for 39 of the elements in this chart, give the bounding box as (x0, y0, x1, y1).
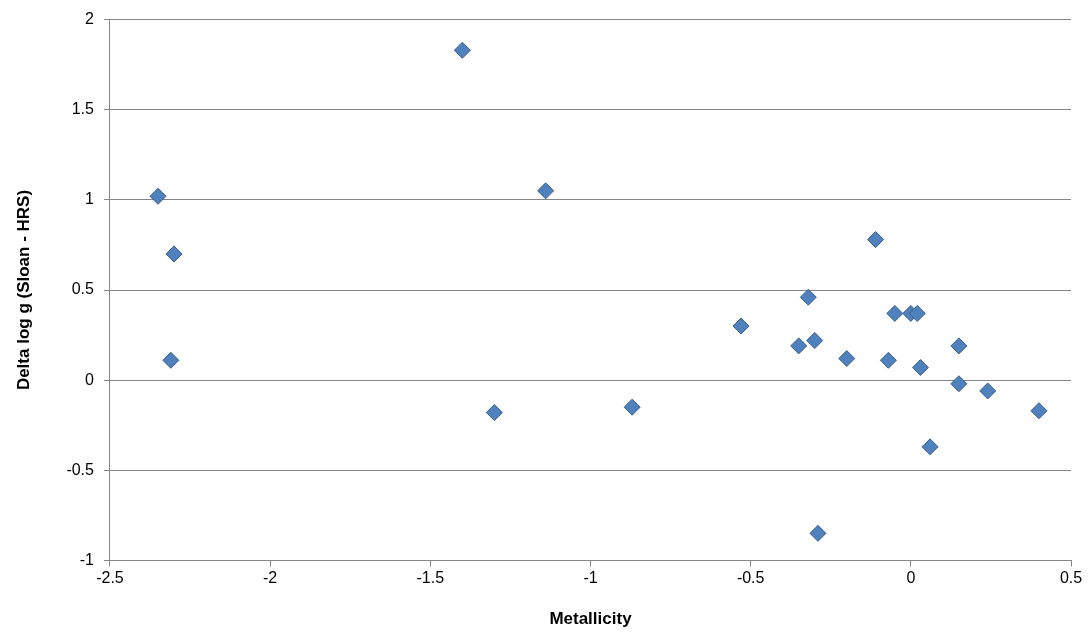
point (921, 438, 939, 456)
y-tick-label: 1.5 (71, 100, 95, 118)
point (485, 404, 503, 422)
x-axis-title: Metallicity (549, 609, 633, 629)
x-tick-label: -1 (583, 569, 598, 587)
x-tick-label: -1.5 (416, 569, 445, 587)
y-axis-title: Delta log g (Sloan - HRS) (13, 189, 33, 391)
x-tick-label: 0 (906, 569, 916, 587)
point (809, 524, 827, 542)
point (149, 187, 167, 205)
point (790, 337, 808, 355)
y-tick-label: -1 (79, 550, 95, 568)
x-tick-label: -0.5 (736, 569, 765, 587)
point (950, 375, 968, 393)
point (165, 245, 183, 263)
point (799, 288, 817, 306)
point (908, 304, 926, 322)
point (979, 382, 997, 400)
y-tick-label: 1 (85, 190, 95, 208)
point (623, 398, 641, 416)
point (453, 41, 471, 59)
point (911, 359, 929, 377)
point (838, 350, 856, 367)
point (879, 351, 897, 369)
point (1030, 402, 1048, 420)
point (806, 331, 824, 349)
x-tick-label: 0.5 (1059, 569, 1083, 587)
y-tick-label: 2 (85, 10, 95, 28)
x-tick-label: -2 (263, 569, 278, 587)
y-tick-label: 0.5 (71, 280, 95, 298)
y-tick-label: 0 (85, 370, 95, 388)
point (886, 304, 904, 322)
y-tick-label: -0.5 (66, 460, 95, 478)
point (162, 351, 180, 369)
x-tick-label: -2.5 (96, 569, 124, 587)
point (732, 317, 750, 335)
point (867, 231, 885, 249)
point (537, 182, 555, 200)
point (950, 337, 968, 355)
